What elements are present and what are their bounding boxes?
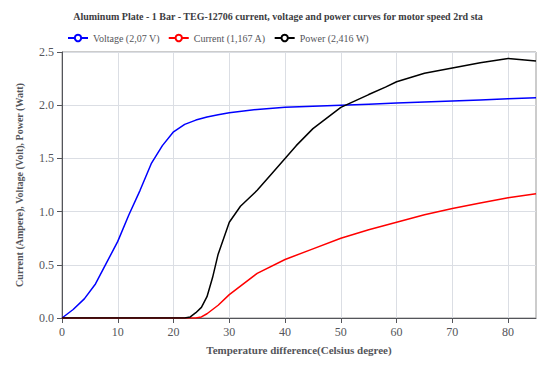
svg-text:Temperature difference(Celsius: Temperature difference(Celsius degree) xyxy=(206,344,392,357)
svg-text:Power (2,416 W): Power (2,416 W) xyxy=(300,33,369,45)
svg-text:2.0: 2.0 xyxy=(39,98,54,112)
svg-text:Voltage (2,07 V): Voltage (2,07 V) xyxy=(93,33,160,45)
svg-text:Current (Ampere), Voltage (Vol: Current (Ampere), Voltage (Volt), Power … xyxy=(14,83,26,287)
svg-text:10: 10 xyxy=(112,325,124,339)
svg-text:50: 50 xyxy=(335,325,347,339)
svg-text:80: 80 xyxy=(502,325,514,339)
svg-text:2.5: 2.5 xyxy=(39,45,54,59)
svg-text:0.0: 0.0 xyxy=(39,311,54,325)
svg-text:Current (1,167 A): Current (1,167 A) xyxy=(194,33,265,45)
svg-text:20: 20 xyxy=(168,325,180,339)
svg-text:60: 60 xyxy=(391,325,403,339)
svg-text:0.5: 0.5 xyxy=(39,258,54,272)
svg-text:40: 40 xyxy=(279,325,291,339)
svg-text:0: 0 xyxy=(59,325,65,339)
svg-text:1.5: 1.5 xyxy=(39,151,54,165)
svg-text:Aluminum Plate - 1 Bar - TEG-1: Aluminum Plate - 1 Bar - TEG-12706 curre… xyxy=(73,11,483,22)
svg-text:70: 70 xyxy=(446,325,458,339)
svg-text:1.0: 1.0 xyxy=(39,205,54,219)
svg-text:30: 30 xyxy=(223,325,235,339)
